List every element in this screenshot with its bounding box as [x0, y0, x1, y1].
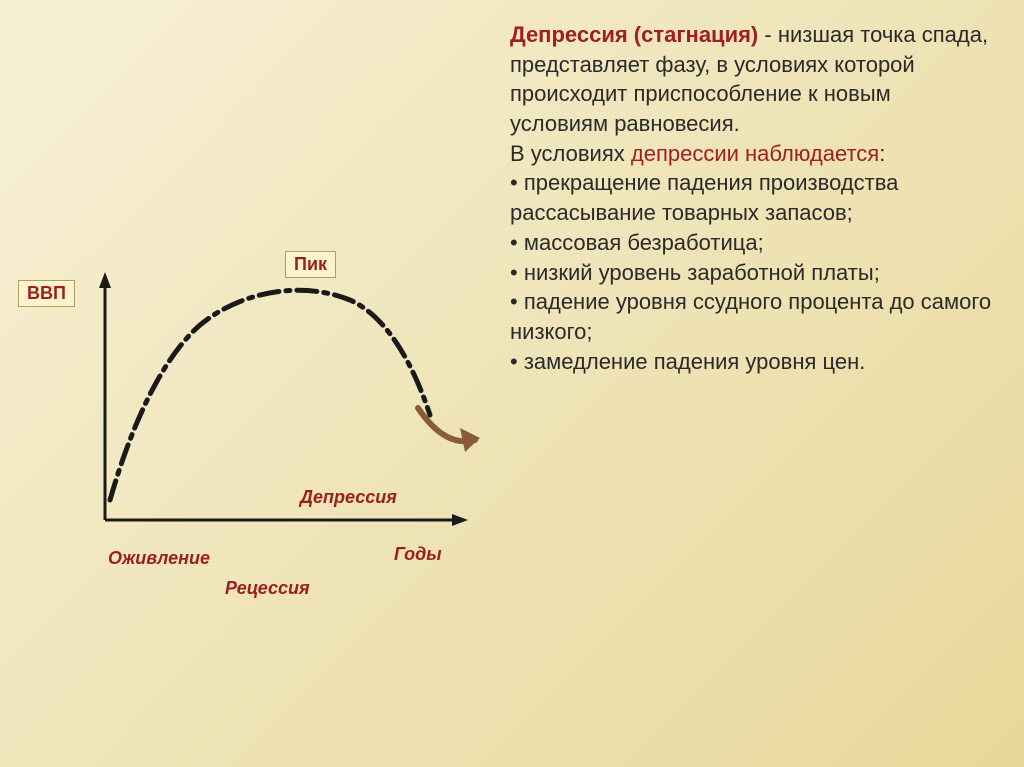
bullet-1: • массовая безработица;	[510, 228, 994, 258]
bullet-4-text: замедление падения уровня цен.	[524, 349, 866, 374]
title-term: Депрессия (стагнация)	[510, 22, 758, 47]
peak-label: Пик	[285, 251, 336, 278]
gdp-curve	[110, 290, 430, 500]
recession-label: Рецессия	[225, 578, 310, 599]
text-area: Депрессия (стагнация) - низшая точка спа…	[500, 0, 1024, 767]
bullet-0-text: прекращение падения производства рассасы…	[510, 170, 898, 225]
bullet-4: • замедление падения уровня цен.	[510, 347, 994, 377]
bullet-1-text: массовая безработица;	[524, 230, 764, 255]
chart-svg	[0, 0, 500, 767]
y-axis-arrow	[99, 272, 111, 288]
years-axis-label: Годы	[394, 544, 442, 565]
bullet-3: • падение уровня ссудного процента до са…	[510, 287, 994, 346]
lead-in-1: В условиях	[510, 141, 631, 166]
bullet-3-text: падение уровня ссудного процента до само…	[510, 289, 991, 344]
chart-area: ВВП Пик Депрессия Годы Оживление Рецесси…	[0, 0, 500, 767]
title-paragraph: Депрессия (стагнация) - низшая точка спа…	[510, 20, 994, 139]
bullet-0: • прекращение падения производства расса…	[510, 168, 994, 227]
lead-in-emph: депрессии наблюдается	[631, 141, 879, 166]
slide-root: ВВП Пик Депрессия Годы Оживление Рецесси…	[0, 0, 1024, 767]
gdp-axis-label: ВВП	[18, 280, 75, 307]
lead-in-2: :	[879, 141, 885, 166]
bullet-2: • низкий уровень заработной платы;	[510, 258, 994, 288]
x-axis-arrow	[452, 514, 468, 526]
revival-label: Оживление	[108, 548, 210, 569]
bullet-2-text: низкий уровень заработной платы;	[524, 260, 880, 285]
continuation-arrow-head	[460, 428, 480, 452]
depression-label: Депрессия	[300, 487, 397, 508]
lead-in: В условиях депрессии наблюдается:	[510, 139, 994, 169]
